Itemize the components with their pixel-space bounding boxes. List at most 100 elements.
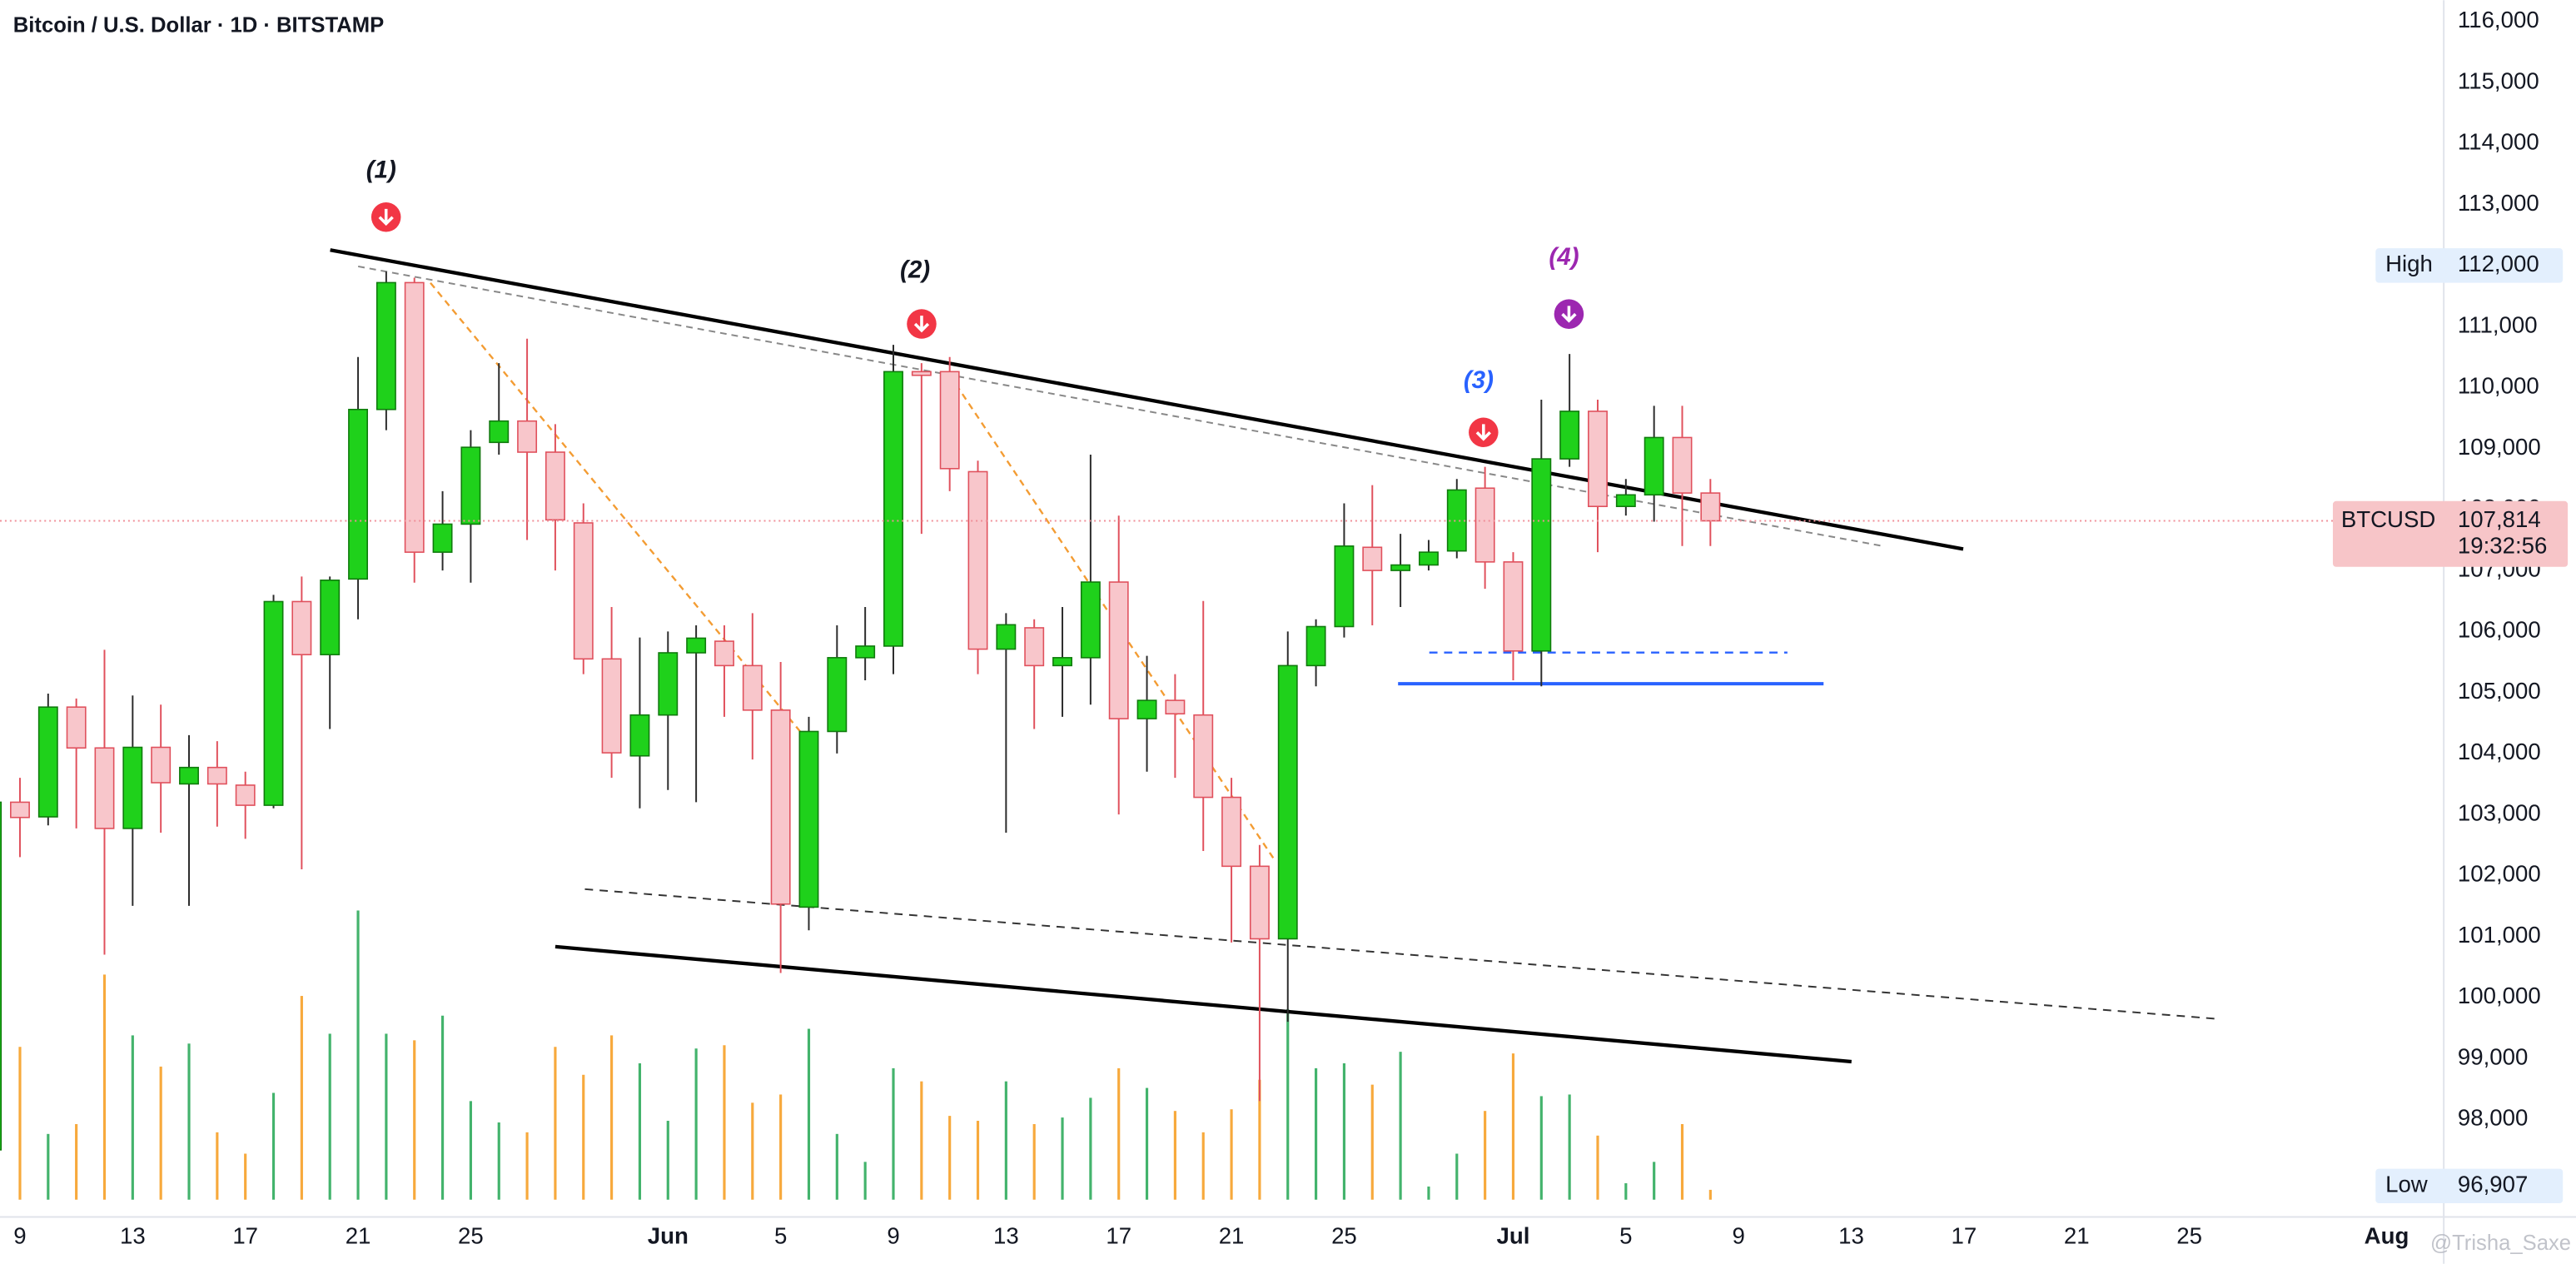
candle-body xyxy=(375,281,396,411)
signal-arrow xyxy=(370,202,401,232)
x-tick-label: 25 xyxy=(458,1222,484,1248)
x-tick-label: Aug xyxy=(2365,1222,2409,1248)
candle-body xyxy=(1334,545,1355,628)
x-tick-label: 21 xyxy=(1219,1222,1245,1248)
high-marker-box xyxy=(2375,248,2564,283)
upper-trendline xyxy=(330,248,1964,551)
volume-bar xyxy=(807,1028,811,1200)
volume-bar xyxy=(131,1035,134,1200)
candle-body xyxy=(1108,581,1129,719)
volume-bar xyxy=(1539,1096,1543,1200)
volume-bar xyxy=(271,1092,276,1200)
candle-body xyxy=(1165,699,1186,715)
candle-body xyxy=(629,714,650,757)
x-tick-label: 17 xyxy=(1952,1222,1977,1248)
volume-bar xyxy=(779,1094,783,1200)
volume-bar xyxy=(525,1132,529,1200)
volume-layer xyxy=(18,910,1712,1200)
candle-body xyxy=(911,371,932,376)
x-tick-label: 13 xyxy=(993,1222,1019,1248)
high-marker-label: High xyxy=(2385,251,2433,276)
lower-dashed-trendline xyxy=(584,888,2218,1020)
candle-body xyxy=(714,640,734,667)
wave-label: (2) xyxy=(900,256,930,284)
candle-body xyxy=(1362,546,1383,571)
candle-body xyxy=(206,766,227,785)
y-tick-label: 109,000 xyxy=(2458,434,2541,460)
volume-bar xyxy=(1342,1062,1346,1200)
last-price-countdown: 19:32:56 xyxy=(2458,532,2547,558)
volume-bar xyxy=(1653,1162,1656,1200)
x-tick-label: 13 xyxy=(120,1222,146,1248)
candle-body xyxy=(1615,494,1636,507)
candle-body xyxy=(263,600,284,806)
y-tick-label: 102,000 xyxy=(2458,861,2541,887)
candle-body xyxy=(320,580,341,655)
volume-bar xyxy=(1484,1111,1487,1200)
volume-bar xyxy=(1089,1097,1092,1200)
candle-body xyxy=(1700,492,1721,522)
volume-bar xyxy=(356,910,360,1200)
lower-trendline xyxy=(554,944,1852,1064)
candle-body xyxy=(798,730,819,908)
volume-bar xyxy=(469,1101,472,1200)
wave-label: (3) xyxy=(1464,366,1494,394)
candle-body xyxy=(883,371,903,647)
high-marker-value: 112,000 xyxy=(2458,251,2539,276)
x-tick-label: 9 xyxy=(887,1222,899,1248)
signal-arrow xyxy=(1554,299,1584,329)
volume-bar xyxy=(666,1121,669,1200)
candle-body xyxy=(827,657,848,733)
candle-body xyxy=(1446,489,1467,552)
candle-body xyxy=(517,420,538,453)
candle-body xyxy=(996,624,1017,650)
volume-bar xyxy=(1680,1123,1684,1200)
y-tick-label: 98,000 xyxy=(2458,1105,2528,1131)
volume-bar xyxy=(863,1162,867,1200)
candle-body xyxy=(348,408,369,580)
candle-body xyxy=(66,706,87,749)
candle-body xyxy=(855,645,876,659)
candle-body xyxy=(122,746,143,829)
candle-layer xyxy=(0,271,1721,1151)
volume-bar xyxy=(1230,1109,1233,1200)
candle-body xyxy=(489,420,510,444)
volume-bar xyxy=(1624,1183,1628,1200)
candle-body xyxy=(1024,627,1045,667)
volume-bar xyxy=(497,1122,500,1200)
volume-bar xyxy=(1004,1081,1007,1200)
y-tick-label: 106,000 xyxy=(2458,617,2541,643)
y-tick-label: 99,000 xyxy=(2458,1043,2528,1069)
candle-body xyxy=(1052,657,1072,667)
candle-body xyxy=(179,766,199,785)
volume-bar xyxy=(751,1102,754,1200)
volume-bar xyxy=(300,996,303,1200)
candle-body xyxy=(658,652,679,716)
volume-bar xyxy=(216,1132,219,1200)
candle-body xyxy=(1136,699,1157,719)
x-tick-label: 17 xyxy=(232,1222,258,1248)
volume-bar xyxy=(920,1081,923,1200)
candle-body xyxy=(1531,458,1552,652)
y-tick-label: 103,000 xyxy=(2458,799,2541,825)
candle-body xyxy=(939,371,960,470)
candle-body xyxy=(742,664,763,711)
volume-bar xyxy=(47,1133,50,1200)
volume-bar xyxy=(1145,1087,1149,1200)
volume-bar xyxy=(1258,1079,1261,1200)
low-marker-box xyxy=(2375,1168,2564,1204)
orange-dashed-line xyxy=(430,281,801,733)
candle-body xyxy=(404,281,425,553)
volume-bar xyxy=(1032,1123,1036,1200)
candle-body xyxy=(235,784,256,806)
volume-bar xyxy=(244,1153,247,1200)
y-tick-label: 104,000 xyxy=(2458,739,2541,764)
volume-bar xyxy=(1173,1111,1176,1200)
candle-body xyxy=(460,446,481,525)
candle-body xyxy=(94,747,115,829)
y-tick-label: 113,000 xyxy=(2458,190,2539,216)
y-tick-label: 105,000 xyxy=(2458,678,2541,704)
x-tick-label: 9 xyxy=(13,1222,26,1248)
